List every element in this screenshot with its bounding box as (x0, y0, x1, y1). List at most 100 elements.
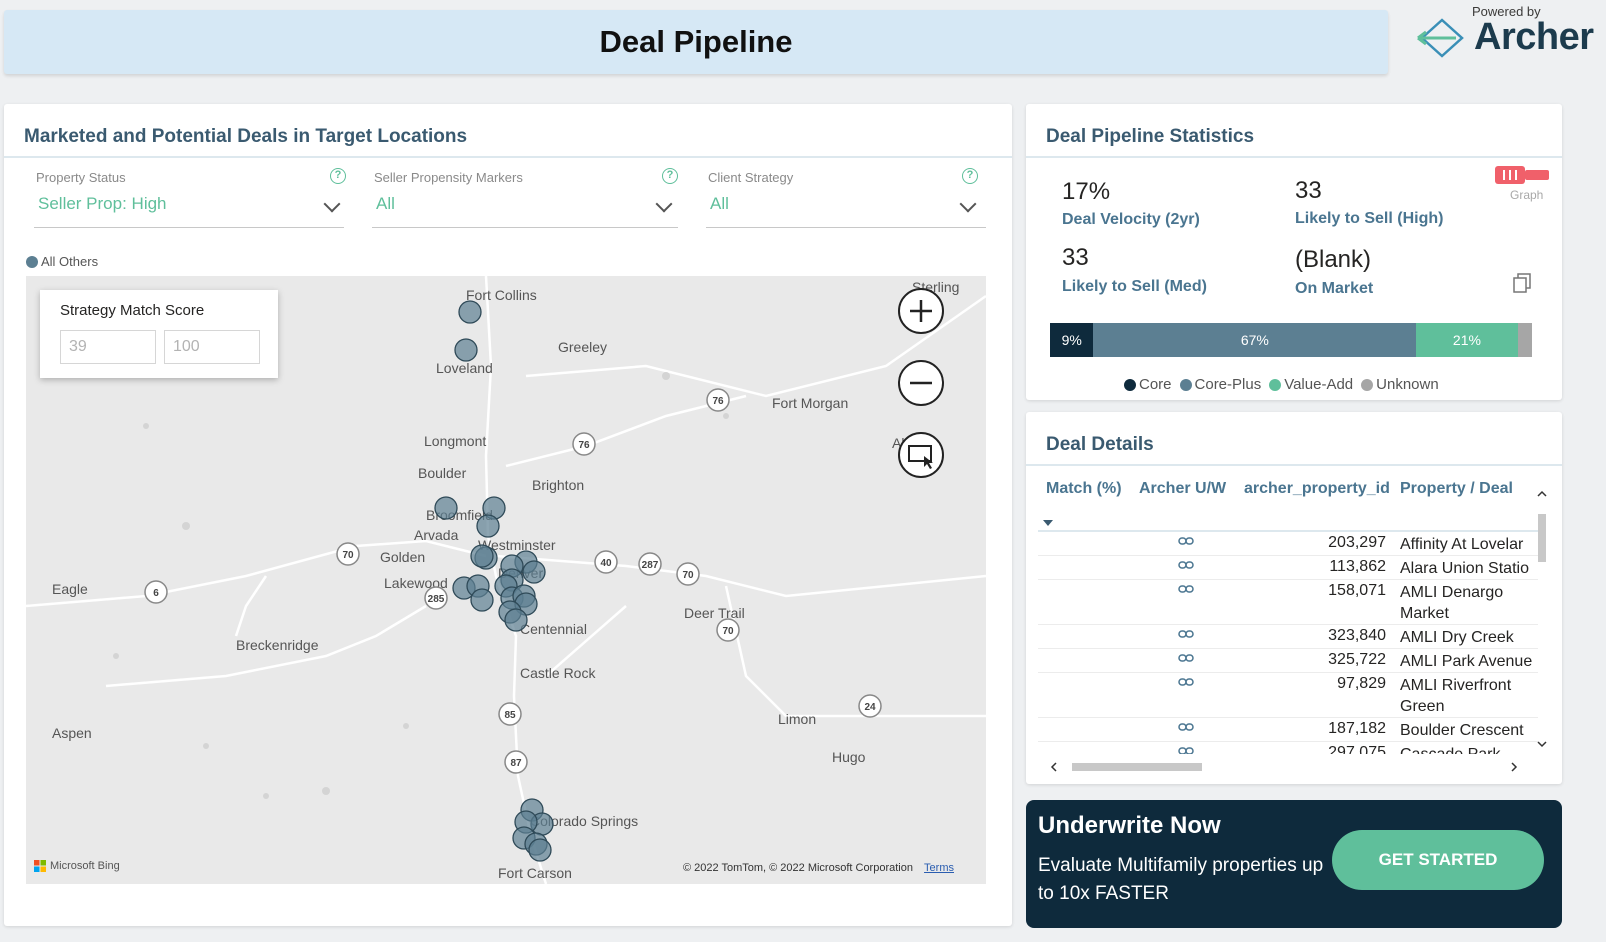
legend-dot (1124, 378, 1136, 391)
plus-icon (910, 300, 932, 322)
link-icon[interactable] (1178, 628, 1194, 640)
stat-deal-velocity-value: 17% (1062, 178, 1111, 205)
copy-icon[interactable] (1512, 272, 1532, 294)
svg-text:76: 76 (712, 396, 724, 407)
link-icon[interactable] (1178, 745, 1194, 754)
table-horizontal-scrollbar[interactable] (1038, 760, 1530, 774)
zoom-out-button[interactable] (898, 360, 944, 406)
deal-marker[interactable] (528, 838, 552, 862)
deal-marker[interactable] (470, 588, 494, 612)
deal-marker[interactable] (504, 608, 528, 632)
property-id: 297,075 (1328, 744, 1386, 754)
map-svg[interactable]: Fort CollinsGreeleyLovelandSterlingLongm… (26, 276, 986, 884)
table-row[interactable]: 97,829 AMLI Riverfront Green (1038, 673, 1538, 718)
svg-text:87: 87 (510, 758, 522, 769)
deal-marker[interactable] (434, 496, 458, 520)
graph-toggle[interactable] (1495, 166, 1549, 184)
column-header-match[interactable]: Match (%) (1046, 480, 1122, 497)
table-row[interactable]: 113,862 Alara Union Statio (1038, 556, 1538, 580)
property-name[interactable]: AMLI Denargo Market (1400, 584, 1504, 622)
table-row[interactable]: 323,840 AMLI Dry Creek (1038, 625, 1538, 649)
table-row[interactable]: 203,297 Affinity At Lovelar (1038, 532, 1538, 556)
breakdown-segment-core[interactable]: 9% (1050, 323, 1094, 357)
highway-shield: 285 (424, 586, 448, 610)
legend-label: Value-Add (1284, 376, 1354, 393)
deal-marker[interactable] (458, 300, 482, 324)
link-icon[interactable] (1178, 559, 1194, 571)
svg-text:76: 76 (578, 440, 590, 451)
city-label: Deer Trail (684, 605, 745, 621)
legend-label: Core (1139, 376, 1172, 393)
legend-item-value-add[interactable]: Value-Add (1269, 376, 1353, 393)
sort-desc-icon[interactable] (1043, 520, 1053, 526)
property-name[interactable]: Affinity At Lovelar (1400, 536, 1524, 553)
help-icon[interactable]: ? (962, 168, 978, 184)
link-icon[interactable] (1178, 535, 1194, 547)
svg-text:40: 40 (600, 558, 612, 569)
column-header-archer-uw[interactable]: Archer U/W (1139, 480, 1227, 497)
table-vertical-scrollbar[interactable] (1536, 488, 1548, 750)
zoom-in-button[interactable] (898, 288, 944, 334)
breakdown-segment-core-plus[interactable]: 67% (1093, 323, 1417, 357)
details-panel: Deal Details (1026, 412, 1562, 784)
city-label: Aspen (52, 725, 92, 741)
deal-marker[interactable] (476, 514, 500, 538)
deal-marker[interactable] (522, 560, 546, 584)
table-row[interactable]: 187,182 Boulder Crescent (1038, 718, 1538, 742)
breakdown-segment-unknown[interactable] (1517, 323, 1532, 357)
help-icon[interactable]: ? (662, 168, 678, 184)
slicer-property-status[interactable]: Property Status ? Seller Prop: High (28, 168, 348, 228)
archer-logo-icon (1417, 18, 1464, 58)
terms-link[interactable]: Terms (924, 862, 954, 874)
legend-dot (1269, 378, 1282, 391)
select-area-button[interactable] (898, 432, 944, 478)
table-header-divider (1038, 530, 1538, 532)
score-min-input[interactable]: 39 (60, 330, 156, 364)
legend-item-core[interactable]: Core (1124, 376, 1172, 393)
score-max-input[interactable]: 100 (164, 330, 260, 364)
help-icon[interactable]: ? (330, 168, 346, 184)
slicer-label: Client Strategy (708, 170, 794, 185)
deal-marker[interactable] (470, 544, 494, 568)
property-name[interactable]: AMLI Riverfront Green (1400, 677, 1512, 715)
property-name[interactable]: Alara Union Statio (1400, 560, 1529, 577)
legend-dot (26, 255, 38, 268)
map-panel: Marketed and Potential Deals in Target L… (4, 104, 1012, 926)
chevron-down-icon[interactable] (655, 195, 673, 213)
slicer-seller-propensity[interactable]: Seller Propensity Markers ? All (366, 168, 680, 228)
slicer-underline (372, 227, 678, 228)
legend-item-core-plus[interactable]: Core-Plus (1179, 376, 1261, 393)
highway-shield: 70 (676, 562, 700, 586)
strategy-match-score-filter: Strategy Match Score 39 100 (40, 290, 278, 378)
map-canvas[interactable]: Fort Collins Greeley Loveland Sterling Longm… (26, 276, 986, 884)
city-label: Colorado Springs (530, 813, 638, 829)
chevron-down-icon[interactable] (323, 195, 341, 213)
highway-shield: 287 (638, 552, 662, 576)
city-label: Fort Morgan (772, 395, 848, 411)
svg-text:285: 285 (428, 594, 445, 605)
highway-shield: 6 (144, 580, 168, 604)
legend-item-unknown[interactable]: Unknown (1361, 376, 1439, 393)
breakdown-segment-value-add[interactable]: 21% (1416, 323, 1518, 357)
table-row[interactable]: 325,722 AMLI Park Avenue (1038, 649, 1538, 673)
get-started-button[interactable]: GET STARTED (1332, 830, 1544, 890)
chevron-down-icon[interactable] (959, 195, 977, 213)
table-row[interactable]: 158,071 AMLI Denargo Market (1038, 580, 1538, 625)
link-icon[interactable] (1178, 583, 1194, 595)
deal-marker[interactable] (454, 338, 478, 362)
property-name[interactable]: Boulder Crescent (1400, 722, 1524, 739)
city-label: Greeley (558, 339, 607, 355)
property-name[interactable]: AMLI Park Avenue (1400, 653, 1533, 670)
stats-panel-divider (1026, 156, 1562, 158)
link-icon[interactable] (1178, 652, 1194, 664)
property-name[interactable]: Cascade Park (1400, 742, 1538, 754)
underwrite-cta-panel: Underwrite Now Evaluate Multifamily prop… (1026, 800, 1562, 928)
slicer-client-strategy[interactable]: Client Strategy ? All (700, 168, 988, 228)
city-label: Golden (380, 549, 425, 565)
link-icon[interactable] (1178, 676, 1194, 688)
link-icon[interactable] (1178, 721, 1194, 733)
property-name[interactable]: AMLI Dry Creek (1400, 629, 1514, 646)
column-header-property-id[interactable]: archer_property_id (1244, 480, 1390, 497)
table-row[interactable]: 297,075 Cascade Park (1038, 742, 1538, 754)
column-header-property-deal[interactable]: Property / Deal (1400, 480, 1513, 497)
